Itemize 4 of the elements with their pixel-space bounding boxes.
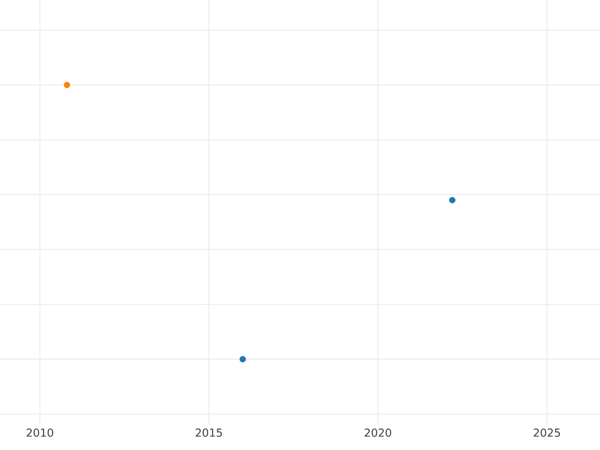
x-tick-label: 2025 <box>534 428 560 437</box>
x-tick-label: 2010 <box>26 428 54 437</box>
x-tick-label: 2015 <box>196 428 222 437</box>
x-tick-label: 2020 <box>364 428 392 437</box>
